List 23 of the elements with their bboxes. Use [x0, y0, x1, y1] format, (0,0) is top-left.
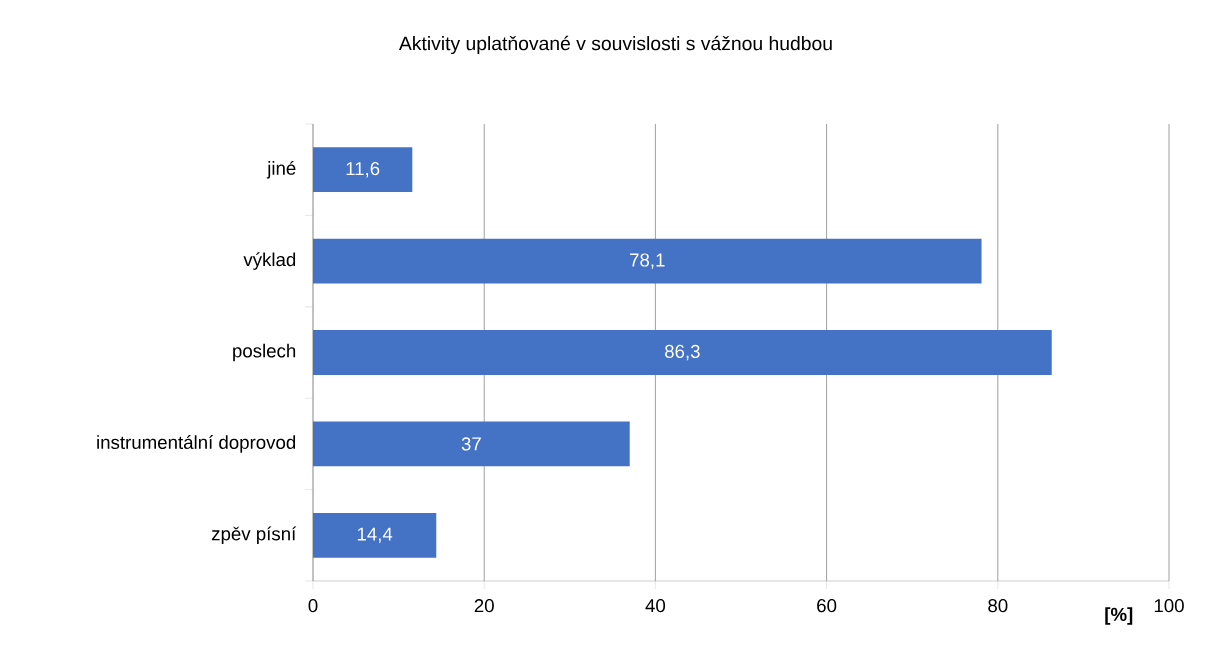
x-tick-label: 60: [817, 599, 837, 613]
y-tick-label: instrumentální doprovod: [97, 435, 296, 453]
bar: [313, 421, 630, 467]
y-tick-label: jiné: [266, 160, 296, 179]
x-tick-label: 40: [645, 599, 666, 613]
y-tick-label: zpěv písní: [211, 526, 297, 545]
data-label: 86,3: [665, 344, 700, 361]
bar: [313, 512, 437, 558]
bar: [313, 147, 413, 193]
data-label: 11,6: [346, 161, 380, 178]
data-label: 14,4: [357, 527, 393, 543]
x-tick-label: 20: [474, 599, 494, 613]
x-tick-label: 0: [308, 599, 318, 613]
bar: [313, 330, 1052, 375]
y-tick-label: poslech: [233, 343, 296, 362]
y-tick-label: výklad: [243, 252, 296, 270]
bar: [313, 238, 982, 284]
data-label: 37: [461, 437, 481, 451]
x-tick-label: 100: [1154, 599, 1184, 613]
data-label: 78,1: [630, 253, 665, 269]
x-axis-title: [%]: [1105, 607, 1133, 625]
chart-title: Aktivity uplatňované v souvislosti s vážnou hudbou: [398, 35, 832, 55]
x-tick-label: 80: [988, 599, 1008, 613]
